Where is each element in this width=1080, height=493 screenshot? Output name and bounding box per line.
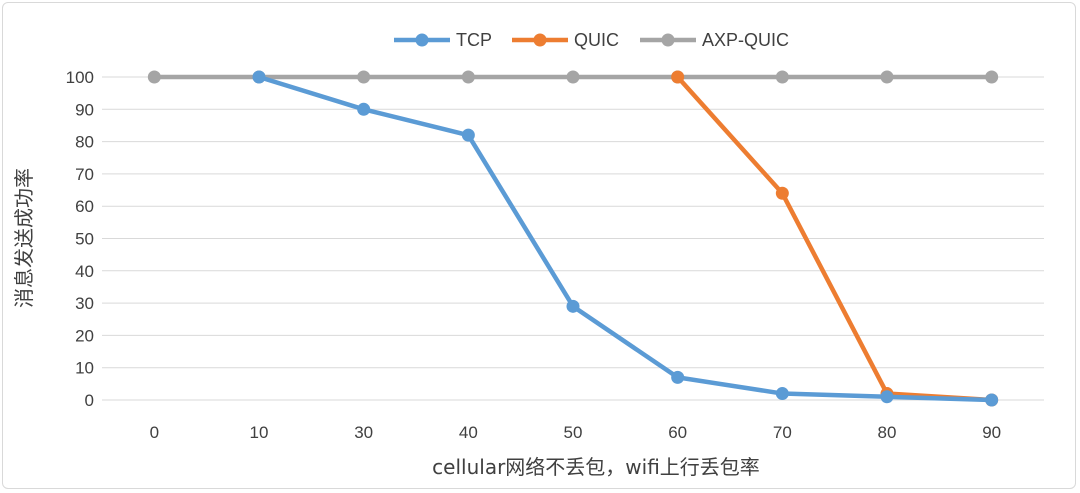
series-lines [147, 70, 999, 407]
legend-swatch-marker [533, 33, 547, 47]
y-tick-label: 10 [75, 359, 94, 378]
series-tcp [252, 70, 999, 407]
y-tick-label: 100 [66, 68, 94, 87]
y-tick-label: 80 [75, 133, 94, 152]
legend-label: TCP [456, 30, 492, 50]
data-point [461, 128, 475, 142]
x-tick-label: 60 [668, 423, 687, 442]
y-tick-label: 90 [75, 100, 94, 119]
y-tick-label: 70 [75, 165, 94, 184]
x-tick-label: 40 [459, 423, 478, 442]
legend-label: QUIC [574, 30, 619, 50]
legend: TCP QUIC AXP-QUIC [394, 30, 789, 50]
legend-swatch-marker [415, 33, 429, 47]
data-point [671, 370, 685, 384]
data-point [775, 387, 789, 401]
legend-label: AXP-QUIC [702, 30, 789, 50]
data-point [357, 102, 371, 116]
data-point [147, 70, 161, 84]
y-tick-label: 40 [75, 262, 94, 281]
x-tick-label: 90 [982, 423, 1001, 442]
data-point [671, 70, 685, 84]
legend-item-axp-quic: AXP-QUIC [640, 30, 789, 50]
legend-item-tcp: TCP [394, 30, 492, 50]
data-point [880, 70, 894, 84]
x-axis-label: cellular网络不丢包，wifi上行丢包率 [432, 455, 760, 479]
y-tick-label: 60 [75, 197, 94, 216]
y-axis-label: 消息发送成功率 [12, 168, 36, 308]
y-tick-label: 30 [75, 294, 94, 313]
x-tick-label: 70 [773, 423, 792, 442]
data-point [775, 186, 789, 200]
data-point [566, 299, 580, 313]
data-point [252, 70, 266, 84]
legend-swatch-marker [661, 33, 675, 47]
gridlines [102, 76, 1044, 401]
data-point [775, 70, 789, 84]
y-tick-label: 50 [75, 230, 94, 249]
y-axis-ticks: 0 10 20 30 40 50 60 70 80 90 100 [66, 68, 94, 410]
data-point [461, 70, 475, 84]
data-point [566, 70, 580, 84]
data-point [985, 393, 999, 407]
data-point [880, 390, 894, 404]
x-tick-label: 80 [878, 423, 897, 442]
series-line-tcp [256, 74, 994, 403]
x-axis-ticks: 0 10 30 40 50 60 70 80 90 [150, 423, 1002, 442]
data-point [357, 70, 371, 84]
x-tick-label: 30 [354, 423, 373, 442]
y-tick-label: 0 [85, 391, 94, 410]
legend-item-quic: QUIC [512, 30, 619, 50]
y-tick-label: 20 [75, 326, 94, 345]
x-tick-label: 10 [250, 423, 269, 442]
x-tick-label: 0 [150, 423, 159, 442]
data-point [985, 70, 999, 84]
x-tick-label: 50 [564, 423, 583, 442]
